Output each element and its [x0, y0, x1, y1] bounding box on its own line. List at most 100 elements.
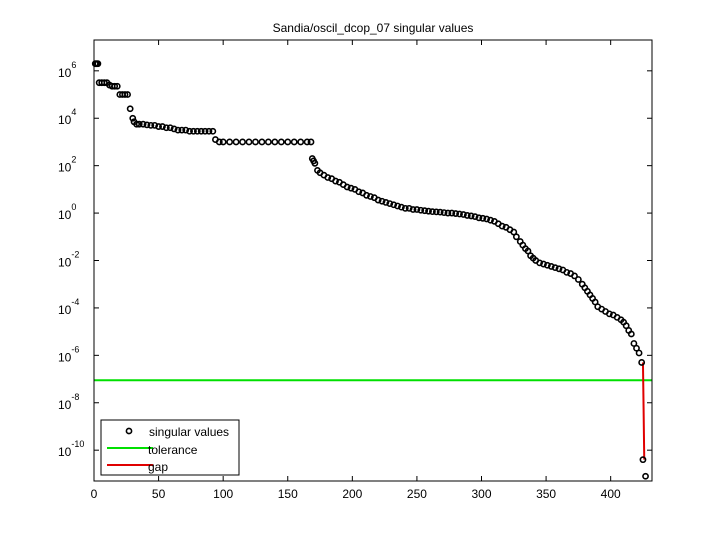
data-point [324, 174, 332, 181]
data-point [111, 82, 119, 90]
data-point [394, 202, 401, 210]
data-point [456, 210, 463, 218]
data-point [460, 211, 467, 218]
data-point [162, 124, 170, 132]
data-point [147, 121, 155, 129]
data-point [405, 204, 413, 212]
data-point [401, 204, 409, 212]
data-point [239, 138, 246, 146]
data-point [421, 207, 429, 215]
data-point [536, 259, 544, 267]
data-point [498, 222, 506, 230]
data-point [143, 121, 151, 129]
data-point [277, 138, 285, 146]
data-point [113, 82, 121, 90]
data-point [290, 138, 298, 146]
x-tick-label: 50 [152, 487, 166, 501]
data-point [440, 209, 448, 217]
data-point [409, 206, 417, 213]
data-point [363, 191, 370, 199]
data-point [642, 472, 649, 480]
data-point [245, 138, 253, 146]
data-point [178, 126, 186, 134]
data-point [303, 138, 311, 146]
data-point [129, 114, 137, 122]
data-point [374, 196, 382, 204]
data-point [475, 214, 483, 222]
y-tick-label: 106 [58, 60, 76, 80]
data-point [378, 197, 386, 205]
data-point [382, 199, 390, 206]
data-point [170, 125, 178, 133]
data-point [209, 127, 217, 135]
x-tick-label: 100 [213, 487, 233, 501]
data-point [627, 330, 635, 338]
data-point [307, 138, 315, 146]
data-point [551, 264, 559, 272]
data-point [347, 184, 355, 192]
data-point [444, 209, 452, 217]
axes-box [93, 39, 653, 482]
data-point [512, 233, 520, 241]
data-point [284, 138, 292, 146]
data-point [555, 265, 563, 273]
data-point [297, 138, 305, 146]
data-point [258, 138, 266, 146]
data-point [174, 126, 182, 134]
y-tick-label: 10-8 [58, 392, 79, 412]
data-point [574, 276, 582, 283]
data-point [311, 159, 319, 167]
data-point [159, 123, 166, 130]
data-point [205, 127, 213, 135]
data-point [332, 177, 339, 185]
data-point [193, 127, 201, 135]
data-point [425, 207, 432, 215]
y-tick-label: 100 [58, 202, 76, 222]
data-point [479, 214, 487, 222]
y-tick-label: 104 [58, 107, 76, 127]
data-point [166, 124, 174, 132]
data-point [635, 349, 643, 357]
legend-label: gap [148, 460, 168, 474]
data-point [487, 216, 494, 224]
data-point [429, 208, 436, 216]
data-point [355, 188, 363, 196]
chart-title: Sandia/oscil_dcop_07 singular values [272, 21, 474, 35]
data-point [432, 208, 440, 216]
x-tick-label: 150 [278, 487, 298, 501]
x-tick-label: 200 [342, 487, 362, 501]
data-point [139, 120, 147, 128]
x-tick-label: 400 [601, 487, 621, 501]
x-tick-label: 300 [471, 487, 491, 501]
data-point [543, 261, 551, 269]
data-point [638, 359, 646, 366]
data-point [390, 201, 398, 209]
data-point [155, 123, 162, 130]
data-point [483, 215, 491, 223]
data-point [124, 91, 131, 98]
legend-label: singular values [149, 425, 229, 439]
data-point [471, 213, 479, 221]
data-point [135, 120, 143, 128]
data-point [639, 456, 647, 464]
data-point [94, 60, 102, 68]
data-point [343, 183, 351, 191]
data-point [133, 120, 141, 128]
legend-marker-singular-values [125, 427, 133, 435]
data-point [467, 212, 475, 220]
legend: singular values tolerance gap [100, 419, 240, 476]
data-point [413, 206, 421, 213]
data-point [452, 210, 460, 217]
y-tick-label: 10-10 [58, 439, 84, 459]
data-point [463, 212, 471, 219]
data-point [540, 260, 547, 268]
data-point [215, 138, 223, 146]
data-point [182, 126, 190, 134]
y-tick-label: 102 [58, 155, 76, 175]
data-series [91, 60, 652, 480]
data-point [252, 138, 259, 146]
data-point [219, 138, 227, 146]
y-tick-label: 10-4 [58, 297, 79, 317]
data-point [547, 263, 555, 270]
